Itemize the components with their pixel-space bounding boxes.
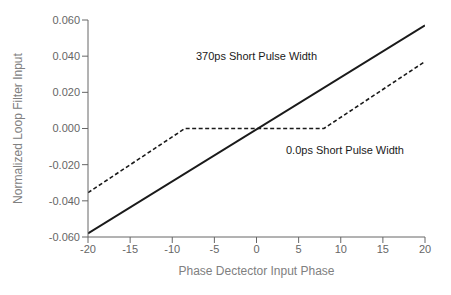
svg-text:-10: -10	[164, 243, 180, 255]
svg-text:5: 5	[296, 243, 302, 255]
svg-text:0: 0	[253, 243, 259, 255]
svg-text:-0.020: -0.020	[49, 159, 80, 171]
svg-text:0.040: 0.040	[52, 50, 80, 62]
svg-text:-0.040: -0.040	[49, 195, 80, 207]
svg-text:0.060: 0.060	[52, 14, 80, 26]
svg-text:20: 20	[419, 243, 431, 255]
svg-text:0.020: 0.020	[52, 86, 80, 98]
svg-text:0.000: 0.000	[52, 122, 80, 134]
svg-text:Normalized Loop Filter Input: Normalized Loop Filter Input	[11, 52, 25, 203]
svg-text:-0.060: -0.060	[49, 231, 80, 243]
svg-text:15: 15	[377, 243, 389, 255]
svg-text:-15: -15	[122, 243, 138, 255]
svg-text:-5: -5	[209, 243, 219, 255]
svg-text:10: 10	[335, 243, 347, 255]
svg-text:Phase Dectector Input Phase: Phase Dectector Input Phase	[178, 264, 334, 278]
svg-text:-20: -20	[80, 243, 96, 255]
svg-text:0.0ps Short Pulse Width: 0.0ps Short Pulse Width	[286, 144, 404, 156]
svg-text:370ps Short Pulse Width: 370ps Short Pulse Width	[196, 50, 317, 62]
